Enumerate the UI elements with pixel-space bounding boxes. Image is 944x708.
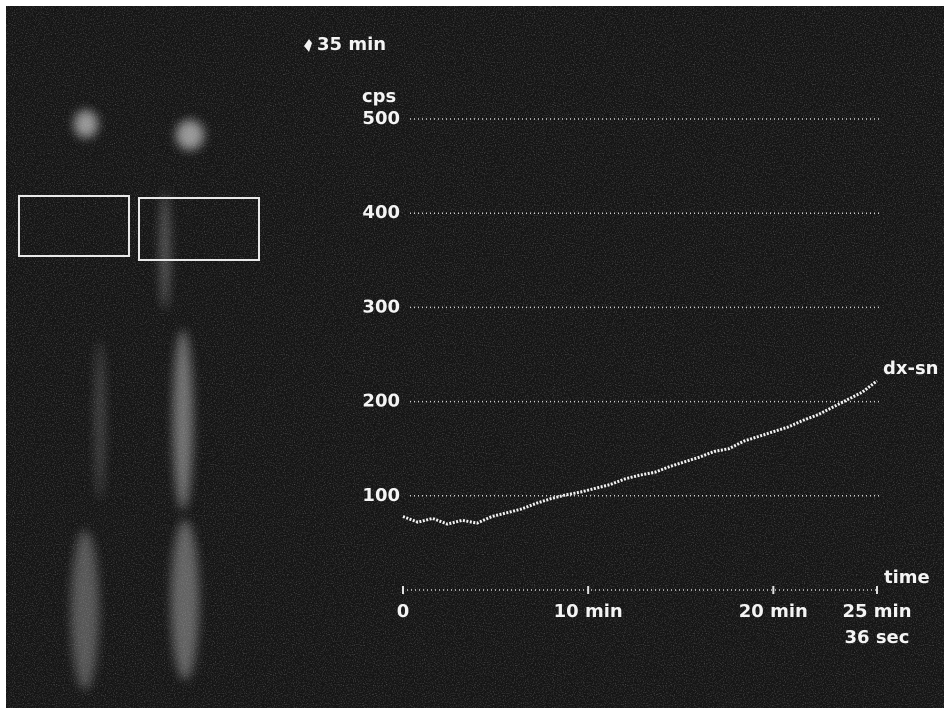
data-line [402,379,878,526]
y-tick-label: 300 [362,296,400,317]
image-noise [6,6,944,708]
roi-left [18,195,130,257]
y-tick-label: 500 [362,108,400,129]
x-tick-label-line: 25 min [842,601,911,622]
x-tick-label: 20 min [739,601,808,622]
x-tick-label: 0 [397,601,410,622]
y-axis-label: cps [362,86,396,107]
scan-image [71,110,204,690]
y-tick-label: 400 [362,202,400,223]
marker-arrow [304,39,312,52]
x-tick-label: 25 min 36 sec [842,601,911,648]
y-tick-label: 200 [362,391,400,412]
x-axis-label: time [884,567,930,588]
x-tick-label: 10 min [554,601,623,622]
marker-label: 35 min [317,34,386,55]
x-tick-label-line: 36 sec [845,627,910,648]
series-label: dx-sn [883,358,939,379]
y-tick-label: 100 [362,485,400,506]
roi-right [138,197,260,261]
